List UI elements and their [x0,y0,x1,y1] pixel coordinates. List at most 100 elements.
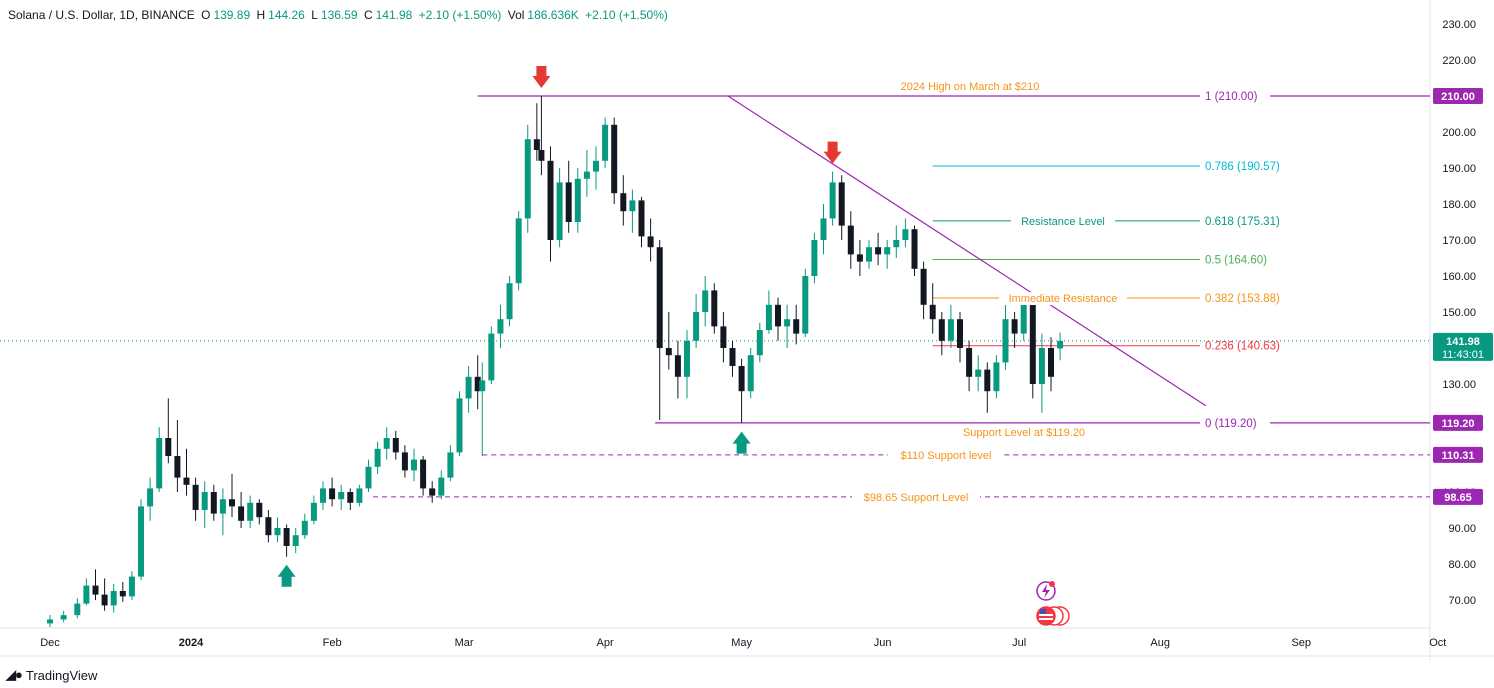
price-tick-label: 230.00 [1442,19,1476,31]
candle-body [356,488,363,503]
candle-body [119,591,126,597]
candle-body [60,615,67,620]
candle-body [884,247,891,255]
candle-body [583,171,590,179]
candle-body [392,438,399,453]
price-tick-label: 200.00 [1442,127,1476,139]
price-label-tag[interactable] [1433,414,1483,431]
candle-body [101,594,108,606]
candle-body [365,466,372,489]
candle-body [192,484,199,510]
notification-dot-icon [1049,581,1055,587]
candle-body [920,268,927,305]
flag-stripe-icon [1039,614,1053,616]
candle-body [156,438,163,489]
candle-body [674,355,681,377]
high-value: 144.26 [268,8,305,22]
candle-body [747,355,754,392]
descending-trendline[interactable] [727,95,1207,407]
time-tick-label: Dec [40,637,60,649]
candle-body [138,506,144,577]
price-label-tag[interactable] [1433,446,1483,463]
candle-body [265,517,272,536]
price-tick-label: 160.00 [1442,271,1476,283]
level-annotation[interactable]: Immediate Resistance [1009,293,1118,305]
candle-body [401,452,408,471]
candle-body [929,304,936,320]
level-annotation[interactable]: 2024 High on March at $210 [901,81,1040,93]
legend-header: Solana / U.S. Dollar, 1D, BINANCE O 139.8… [8,8,671,22]
candle-body [684,340,690,377]
annotations: 2024 High on March at $210 Resistance Lev… [852,81,1127,504]
level-annotation[interactable]: Resistance Level [1021,216,1105,228]
candle-body [465,376,472,399]
current-price-text: 141.98 [1446,336,1480,348]
close-value: 141.98 [375,8,413,22]
tradingview-brand[interactable]: ◢● TradingView [6,667,97,683]
candle-body [47,619,53,624]
level-annotation[interactable]: Support Level at $119.20 [963,427,1085,439]
level-annotation[interactable]: $110 Support level [901,450,992,462]
time-tick-label: Sep [1291,637,1311,649]
candle-body [201,492,208,510]
fib-level-label: 0.618 (175.31) [1205,216,1280,228]
candle-body [738,366,745,392]
time-tick-label: Apr [597,637,614,649]
candle-body [847,225,854,255]
trendline [727,95,1207,407]
candle-body [256,502,263,518]
candle-body [647,236,654,248]
candle-body [1020,304,1027,334]
candle-body [338,492,345,500]
candle-body [1011,319,1018,334]
level-annotation[interactable]: $98.65 Support Level [864,492,969,504]
candle-body [866,247,872,262]
candle-body [1029,304,1036,384]
lightning-icon [1042,584,1050,598]
candle-body [620,193,627,212]
price-label-text: 98.65 [1444,492,1472,504]
price-label-tag[interactable] [1433,88,1483,104]
candle-body [283,528,290,546]
candle-body [301,520,308,536]
price-tick-label: 170.00 [1442,235,1476,247]
grid [0,0,1494,660]
candle-body [720,326,727,348]
candle-body [838,182,845,226]
candle-body [875,247,882,255]
symbol-title[interactable]: Solana / U.S. Dollar, 1D, BINANCE [8,8,195,22]
current-price-tag[interactable] [1433,332,1493,361]
candle-body [820,218,827,240]
change-value: +2.10 (+1.50%) [418,8,502,22]
up-arrow-icon [732,431,751,454]
candle-body [383,438,390,449]
candle-body [574,178,581,222]
candle-body [1038,348,1045,384]
price-tick-label: 130.00 [1442,379,1476,391]
price-tick-label: 190.00 [1442,163,1476,175]
volume-value: 186.636K [527,8,579,22]
candle-body [83,585,90,604]
time-tick-label: May [731,637,752,649]
candle-body [975,369,982,377]
time-tick-label: 2024 [179,637,204,649]
candle-body [474,376,481,392]
candle-body [74,603,81,616]
fib-level-label: 0.236 (140.63) [1205,341,1280,353]
candle-body [174,456,181,478]
time-tick-label: Mar [455,637,474,649]
candle-body [310,502,317,521]
candle-body [911,229,918,269]
candle-body [893,240,900,248]
bar-countdown-text: 11:43:01 [1442,349,1484,361]
candle-body [966,348,973,377]
price-label-tag[interactable] [1433,488,1483,505]
candle-body [515,218,522,284]
price-tick-label: 80.00 [1448,559,1476,571]
candle-body [329,488,336,500]
candle-body [429,488,436,496]
down-arrow-icon [823,141,842,164]
candle-body [1002,319,1009,363]
candle-body [957,319,963,348]
